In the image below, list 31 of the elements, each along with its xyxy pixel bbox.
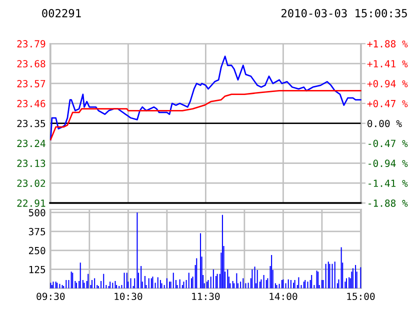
chart-title: 002291 bbox=[42, 8, 81, 18]
y2-tick-label: +1.88 % bbox=[367, 40, 408, 48]
y2-tick-label: +1.41 % bbox=[367, 60, 408, 68]
x-tick-label: 11:30 bbox=[192, 292, 220, 300]
y2-tick-label: -0.47 % bbox=[368, 140, 408, 148]
y2-tick-label: 0.00 % bbox=[368, 120, 402, 128]
y-tick-label: 23.35 bbox=[17, 120, 46, 128]
y2-tick-label: +0.94 % bbox=[367, 80, 408, 88]
y2-tick-label: -1.41 % bbox=[368, 180, 408, 187]
y-tick-label: 23.68 bbox=[17, 60, 46, 68]
y-tick-label: 23.02 bbox=[17, 180, 46, 187]
y-tick-label: 500 bbox=[28, 208, 46, 216]
y-tick-label: 23.13 bbox=[17, 160, 46, 168]
y-tick-label: 375 bbox=[28, 228, 46, 236]
y2-tick-label: +0.47 % bbox=[367, 100, 408, 108]
y-tick-label: 250 bbox=[29, 246, 46, 254]
x-tick-label: 10:30 bbox=[114, 292, 142, 300]
x-tick-label: 15:00 bbox=[347, 292, 375, 300]
x-tick-label: 14:00 bbox=[270, 292, 298, 300]
x-tick-label: 09:30 bbox=[36, 292, 65, 300]
y2-tick-label: -1.88 % bbox=[368, 200, 408, 207]
line-series bbox=[50, 56, 362, 140]
y-tick-label: 23.79 bbox=[17, 40, 46, 48]
y-tick-label: 23.46 bbox=[17, 100, 46, 108]
y-tick-label: 22.91 bbox=[17, 200, 46, 207]
chart-subtitle: 2010-03-03 15:00:35 bbox=[282, 8, 407, 18]
y-tick-label: 125 bbox=[29, 266, 46, 274]
y-tick-label: 23.24 bbox=[17, 140, 46, 148]
y-tick-label: 23.57 bbox=[17, 80, 46, 88]
y2-tick-label: -0.94 % bbox=[368, 160, 408, 168]
line-series bbox=[50, 90, 362, 140]
